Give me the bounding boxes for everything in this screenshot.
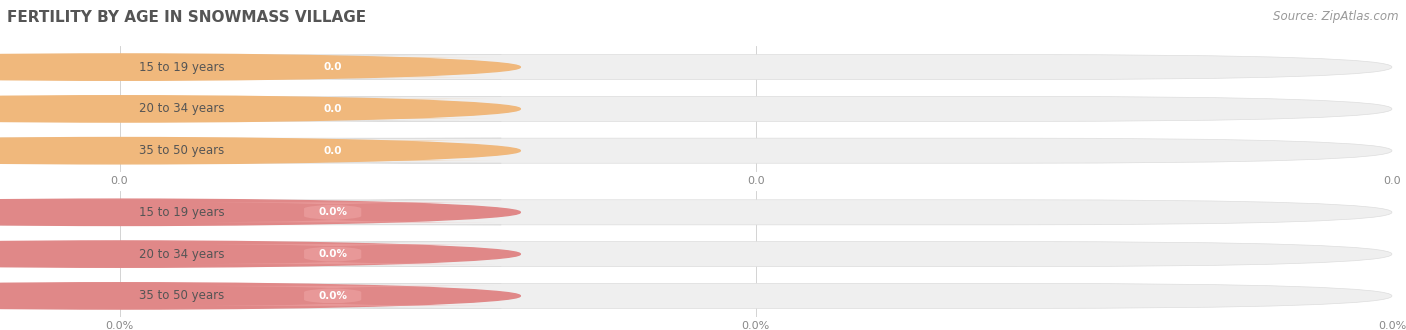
FancyBboxPatch shape — [0, 96, 501, 121]
FancyBboxPatch shape — [0, 138, 501, 163]
FancyBboxPatch shape — [170, 286, 495, 306]
FancyBboxPatch shape — [0, 54, 501, 80]
Circle shape — [0, 283, 520, 309]
FancyBboxPatch shape — [120, 96, 1392, 121]
Text: Source: ZipAtlas.com: Source: ZipAtlas.com — [1274, 10, 1399, 23]
Text: 0.0: 0.0 — [323, 104, 342, 114]
Text: 15 to 19 years: 15 to 19 years — [139, 61, 224, 74]
Text: 0.0: 0.0 — [323, 62, 342, 72]
Text: 35 to 50 years: 35 to 50 years — [139, 144, 224, 157]
Circle shape — [0, 138, 520, 164]
FancyBboxPatch shape — [170, 244, 495, 264]
Text: FERTILITY BY AGE IN SNOWMASS VILLAGE: FERTILITY BY AGE IN SNOWMASS VILLAGE — [7, 10, 366, 25]
FancyBboxPatch shape — [120, 283, 1392, 309]
FancyBboxPatch shape — [120, 200, 1392, 225]
Circle shape — [0, 241, 520, 267]
FancyBboxPatch shape — [170, 57, 495, 77]
FancyBboxPatch shape — [120, 54, 1392, 80]
Text: 15 to 19 years: 15 to 19 years — [139, 206, 224, 219]
FancyBboxPatch shape — [0, 200, 501, 225]
Circle shape — [0, 199, 520, 225]
Text: 0.0%: 0.0% — [318, 207, 347, 217]
Text: 0.0%: 0.0% — [318, 291, 347, 301]
FancyBboxPatch shape — [170, 141, 495, 161]
Text: 20 to 34 years: 20 to 34 years — [139, 248, 224, 261]
FancyBboxPatch shape — [120, 242, 1392, 267]
FancyBboxPatch shape — [170, 99, 495, 119]
Text: 35 to 50 years: 35 to 50 years — [139, 289, 224, 302]
Circle shape — [0, 96, 520, 122]
Circle shape — [0, 54, 520, 80]
FancyBboxPatch shape — [0, 283, 501, 309]
Text: 0.0: 0.0 — [323, 146, 342, 156]
FancyBboxPatch shape — [120, 138, 1392, 163]
Text: 20 to 34 years: 20 to 34 years — [139, 102, 224, 115]
FancyBboxPatch shape — [170, 202, 495, 222]
Text: 0.0%: 0.0% — [318, 249, 347, 259]
FancyBboxPatch shape — [0, 242, 501, 267]
